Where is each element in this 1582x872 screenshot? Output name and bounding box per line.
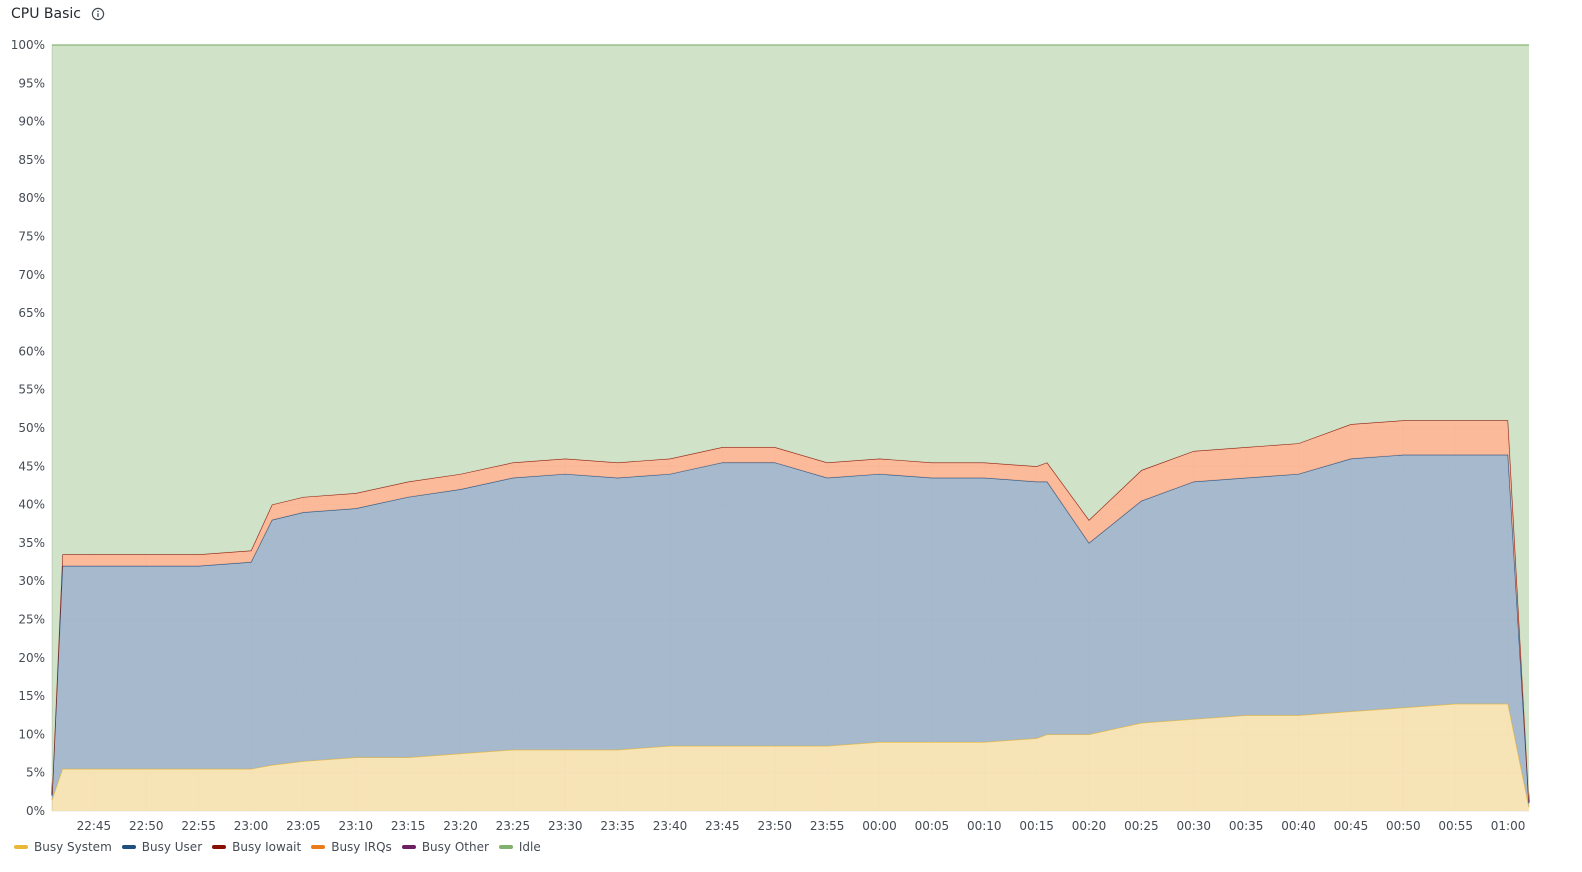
legend-swatch [311, 845, 326, 849]
x-tick-label: 00:15 [1019, 819, 1054, 833]
x-tick-label: 23:00 [234, 819, 269, 833]
legend-label: Busy Iowait [232, 840, 302, 854]
legend-label: Busy IRQs [331, 840, 392, 854]
x-tick-label: 00:35 [1229, 819, 1264, 833]
x-tick-label: 23:20 [443, 819, 478, 833]
x-tick-label: 23:25 [496, 819, 531, 833]
area-idle[interactable] [52, 45, 1529, 802]
x-tick-label: 00:55 [1438, 819, 1473, 833]
y-tick-label: 90% [18, 115, 45, 129]
x-tick-label: 00:45 [1334, 819, 1369, 833]
y-tick-label: 70% [18, 268, 45, 282]
legend-label: Busy Other [421, 840, 489, 854]
legend-swatch [121, 845, 136, 849]
y-tick-label: 30% [18, 574, 45, 588]
info-circle-icon[interactable] [91, 7, 105, 21]
y-tick-label: 40% [18, 498, 45, 512]
x-tick-label: 01:00 [1491, 819, 1526, 833]
y-tick-label: 20% [18, 651, 45, 665]
x-tick-label: 00:40 [1281, 819, 1316, 833]
area-busy-system[interactable] [52, 703, 1529, 811]
y-tick-label: 100% [11, 38, 45, 52]
legend-swatch [212, 845, 227, 849]
legend-swatch [401, 845, 416, 849]
x-tick-label: 23:30 [548, 819, 583, 833]
y-tick-label: 80% [18, 191, 45, 205]
x-tick-label: 00:30 [1176, 819, 1211, 833]
legend-label: Busy System [34, 840, 112, 854]
y-tick-label: 25% [18, 613, 45, 627]
legend-swatch [498, 845, 513, 849]
y-tick-label: 45% [18, 459, 45, 473]
x-tick-label: 23:50 [757, 819, 792, 833]
x-tick-label: 00:10 [967, 819, 1002, 833]
x-tick-label: 22:45 [77, 819, 112, 833]
y-tick-label: 60% [18, 344, 45, 358]
y-tick-label: 5% [26, 766, 45, 780]
legend-item-busy-irqs[interactable]: Busy IRQs [311, 840, 392, 854]
chart-legend: Busy System Busy User Busy Iowait Busy IRQs… [14, 838, 541, 856]
x-tick-label: 23:55 [810, 819, 845, 833]
series-areas [51, 44, 1530, 811]
y-tick-label: 95% [18, 76, 45, 90]
x-tick-label: 23:40 [653, 819, 688, 833]
y-tick-label: 85% [18, 153, 45, 167]
x-tick-label: 00:50 [1386, 819, 1421, 833]
x-tick-label: 23:10 [338, 819, 373, 833]
y-tick-label: 10% [18, 727, 45, 741]
y-tick-label: 15% [18, 689, 45, 703]
y-tick-label: 50% [18, 421, 45, 435]
legend-item-busy-other[interactable]: Busy Other [401, 840, 489, 854]
x-tick-label: 23:35 [600, 819, 635, 833]
x-axis-ticks: 22:45 22:50 22:55 23:00 23:05 23:10 23:15 23:20… [77, 819, 1526, 833]
x-tick-label: 22:55 [181, 819, 216, 833]
legend-item-busy-iowait[interactable]: Busy Iowait [212, 840, 301, 854]
x-tick-label: 00:05 [915, 819, 950, 833]
legend-item-idle[interactable]: Idle [498, 840, 541, 854]
x-tick-label: 22:50 [129, 819, 164, 833]
legend-swatch [14, 845, 28, 849]
y-tick-label: 0% [26, 804, 45, 818]
legend-label: Busy User [141, 840, 203, 854]
legend-item-busy-system[interactable]: Busy System [14, 840, 112, 854]
x-tick-label: 00:00 [862, 819, 897, 833]
legend-label: Idle [518, 840, 541, 854]
x-tick-label: 23:45 [705, 819, 740, 833]
y-axis-ticks: 0% 5% 10% 15% 20% 25% 30% 35% 40% 45% 50% 55% 60% 65%… [11, 38, 45, 818]
legend-item-busy-user[interactable]: Busy User [121, 840, 203, 854]
y-tick-label: 55% [18, 383, 45, 397]
panel-title[interactable]: CPU Basic [11, 6, 81, 22]
area-busy-user[interactable] [52, 454, 1529, 808]
x-tick-label: 23:05 [286, 819, 321, 833]
panel-header: CPU Basic [11, 3, 105, 25]
x-tick-label: 00:20 [1072, 819, 1107, 833]
x-tick-label: 23:15 [391, 819, 426, 833]
y-tick-label: 65% [18, 306, 45, 320]
x-tick-label: 00:25 [1124, 819, 1159, 833]
y-tick-label: 35% [18, 536, 45, 550]
y-tick-label: 75% [18, 230, 45, 244]
